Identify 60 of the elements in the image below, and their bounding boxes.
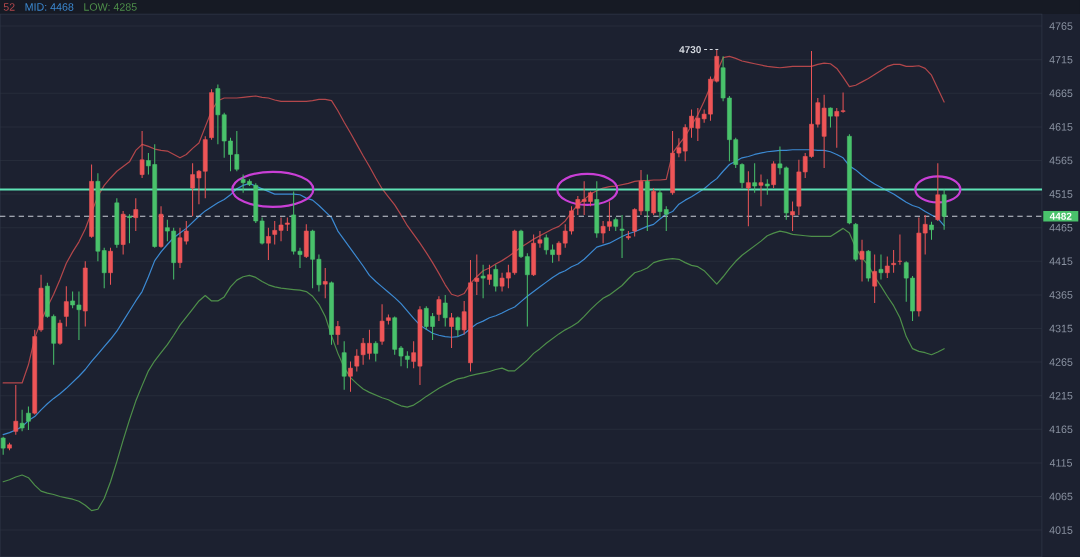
candlestick — [619, 214, 625, 259]
candlestick — [455, 315, 461, 338]
candlestick — [266, 227, 271, 261]
candlestick — [752, 162, 757, 194]
candlestick — [941, 188, 947, 231]
y-tick-label: 4315 — [1049, 324, 1073, 333]
y-tick-label: 4515 — [1049, 190, 1073, 198]
y-tick-label: 4765 — [1049, 22, 1073, 30]
candlestick — [139, 130, 145, 179]
candlestick — [878, 254, 884, 280]
text: 52 — [3, 3, 15, 11]
y-tick-label: 4715 — [1049, 55, 1073, 64]
y-tick-label: 4465 — [1049, 223, 1073, 232]
candlestick — [790, 200, 795, 232]
candlestick — [828, 106, 833, 129]
text: MID: 4468 — [25, 3, 74, 11]
annotation: 4730 — [679, 46, 701, 54]
candlestick — [884, 256, 890, 279]
y-tick-label: 4665 — [1049, 89, 1073, 98]
candlestick — [487, 264, 492, 286]
candlestick — [474, 254, 480, 296]
y-tick-label: 4415 — [1049, 257, 1073, 266]
candlestick — [929, 221, 934, 241]
y-tick-label: 4065 — [1049, 492, 1073, 501]
candlestick — [436, 295, 442, 322]
candlestick — [746, 170, 751, 227]
candlestick — [108, 247, 113, 286]
candlestick — [872, 254, 877, 304]
candlestick — [322, 267, 328, 299]
candlestick — [127, 213, 132, 244]
candlestick — [891, 249, 896, 274]
candlestick — [13, 384, 19, 436]
candlestick — [341, 340, 347, 391]
y-tick-label: 4015 — [1049, 526, 1073, 534]
candlestick — [133, 197, 139, 232]
candlestick — [19, 409, 25, 432]
candlestick — [335, 320, 341, 346]
candlestick — [859, 239, 865, 282]
y-tick-label: 4615 — [1049, 123, 1073, 131]
y-tick-label: 4265 — [1049, 358, 1073, 366]
y-tick-label: 4115 — [1049, 459, 1073, 467]
candlestick — [442, 294, 448, 327]
y-tick-label: 4565 — [1049, 156, 1073, 165]
candlestick — [63, 285, 69, 327]
candlestick — [354, 348, 360, 373]
candlestick — [373, 340, 379, 362]
candlestick — [26, 405, 31, 431]
text: LOW: 4285 — [84, 3, 137, 11]
candlestick — [758, 174, 764, 207]
y-tick-label: 4165 — [1049, 425, 1073, 434]
ref-line-label: 4482 — [1049, 212, 1072, 220]
candlestick — [651, 187, 656, 216]
candlestick — [493, 264, 499, 293]
candlestick — [449, 312, 454, 349]
y-tick-label: 4215 — [1049, 391, 1073, 400]
candlestick — [57, 319, 63, 346]
candlestick — [348, 360, 353, 393]
y-tick-label: 4365 — [1049, 291, 1073, 299]
candlestick — [771, 160, 776, 189]
candlestick — [480, 264, 486, 299]
